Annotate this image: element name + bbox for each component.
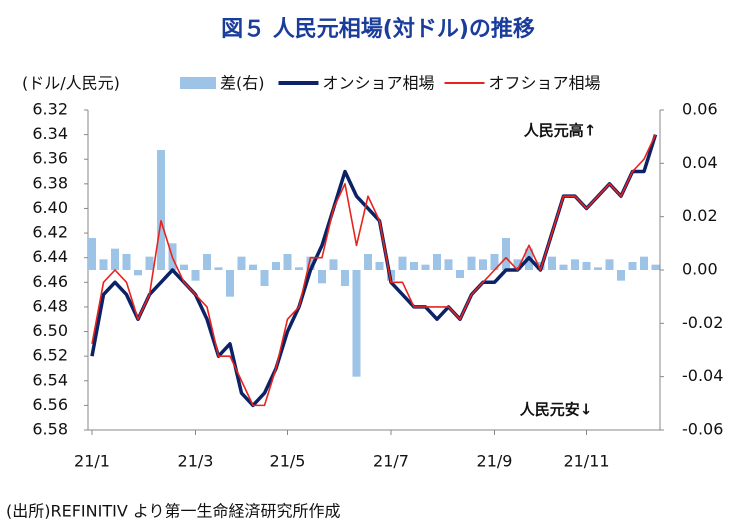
legend-swatch [180, 77, 216, 89]
x-tick-label: 21/3 [178, 452, 214, 471]
annotation: 人民元高↑ [524, 122, 597, 140]
bar [283, 254, 292, 270]
bar [571, 259, 579, 270]
x-tick-label: 21/7 [373, 452, 409, 471]
y-tick-label: 6.46 [32, 272, 68, 291]
y-tick-label: 6.34 [32, 124, 68, 143]
annotation: 人民元安↓ [520, 401, 593, 419]
bar [295, 267, 303, 270]
y-tick-label: 6.52 [32, 346, 68, 365]
bar [421, 264, 430, 270]
bar [582, 262, 591, 270]
y-tick-label: 6.32 [32, 100, 68, 119]
y2-tick-label: 0.06 [682, 100, 718, 119]
bar [398, 256, 407, 270]
bar [605, 259, 614, 270]
x-tick-label: 21/1 [74, 452, 110, 471]
bar [479, 259, 487, 270]
bar [191, 270, 200, 281]
chart-title: 図５ 人民元相場(対ドル)の推移 [221, 16, 535, 42]
y-tick-label: 6.58 [32, 420, 68, 439]
bar [548, 256, 556, 270]
bar [628, 262, 637, 270]
bar [272, 262, 280, 270]
bar [329, 259, 338, 270]
y-tick-label: 6.48 [32, 296, 68, 315]
y2-tick-label: 0.00 [682, 260, 718, 279]
bar [375, 262, 384, 270]
bar [134, 270, 142, 276]
bar [444, 259, 453, 270]
y-tick-label: 6.38 [32, 173, 68, 192]
bar [226, 270, 234, 297]
bar [467, 256, 476, 270]
bar [249, 264, 257, 270]
x-tick-label: 21/5 [270, 452, 306, 471]
y-tick-label: 6.54 [32, 370, 68, 389]
bar [617, 270, 625, 281]
bar [111, 248, 119, 270]
legend-label: オンショア相場 [323, 74, 435, 93]
bar [237, 256, 246, 270]
y2-tick-label: 0.04 [682, 153, 718, 172]
x-tick-label: 21/9 [477, 452, 513, 471]
legend-label: オフショア相場 [489, 74, 601, 93]
bar [88, 238, 96, 270]
bar [490, 254, 499, 270]
bar [341, 270, 349, 286]
bar [456, 270, 464, 278]
y2-tick-label: 0.02 [682, 206, 718, 225]
bar [433, 254, 441, 270]
bar [559, 264, 568, 270]
y-tick-label: 6.40 [32, 198, 68, 217]
y-tick-label: 6.44 [32, 247, 68, 266]
y-tick-label: 6.42 [32, 223, 68, 242]
bar [214, 267, 223, 270]
bar [410, 262, 418, 270]
y2-tick-label: -0.06 [682, 420, 723, 439]
bar [651, 264, 660, 270]
y2-tick-label: -0.02 [682, 313, 723, 332]
bar [157, 150, 165, 270]
bar [99, 259, 108, 270]
y-axis-label: (ドル/人民元) [22, 74, 120, 93]
line [91, 134, 657, 407]
y-tick-label: 6.50 [32, 321, 68, 340]
bar [352, 270, 361, 377]
line [90, 134, 658, 408]
y2-tick-label: -0.04 [682, 366, 723, 385]
bar [318, 270, 326, 284]
bar [502, 238, 510, 270]
bar [122, 254, 131, 270]
x-tick-label: 21/11 [563, 452, 609, 471]
bar [203, 254, 211, 270]
y-tick-label: 6.56 [32, 395, 68, 414]
bar [513, 259, 522, 270]
y-tick-label: 6.36 [32, 149, 68, 168]
source-note: (出所)REFINITIV より第一生命経済研究所作成 [6, 502, 341, 521]
bar [594, 267, 602, 270]
bar [180, 264, 188, 270]
bar [640, 256, 648, 270]
bar [260, 270, 269, 286]
legend-label: 差(右) [220, 74, 265, 93]
bar [145, 256, 154, 270]
bar [306, 256, 315, 270]
bar [364, 254, 372, 270]
